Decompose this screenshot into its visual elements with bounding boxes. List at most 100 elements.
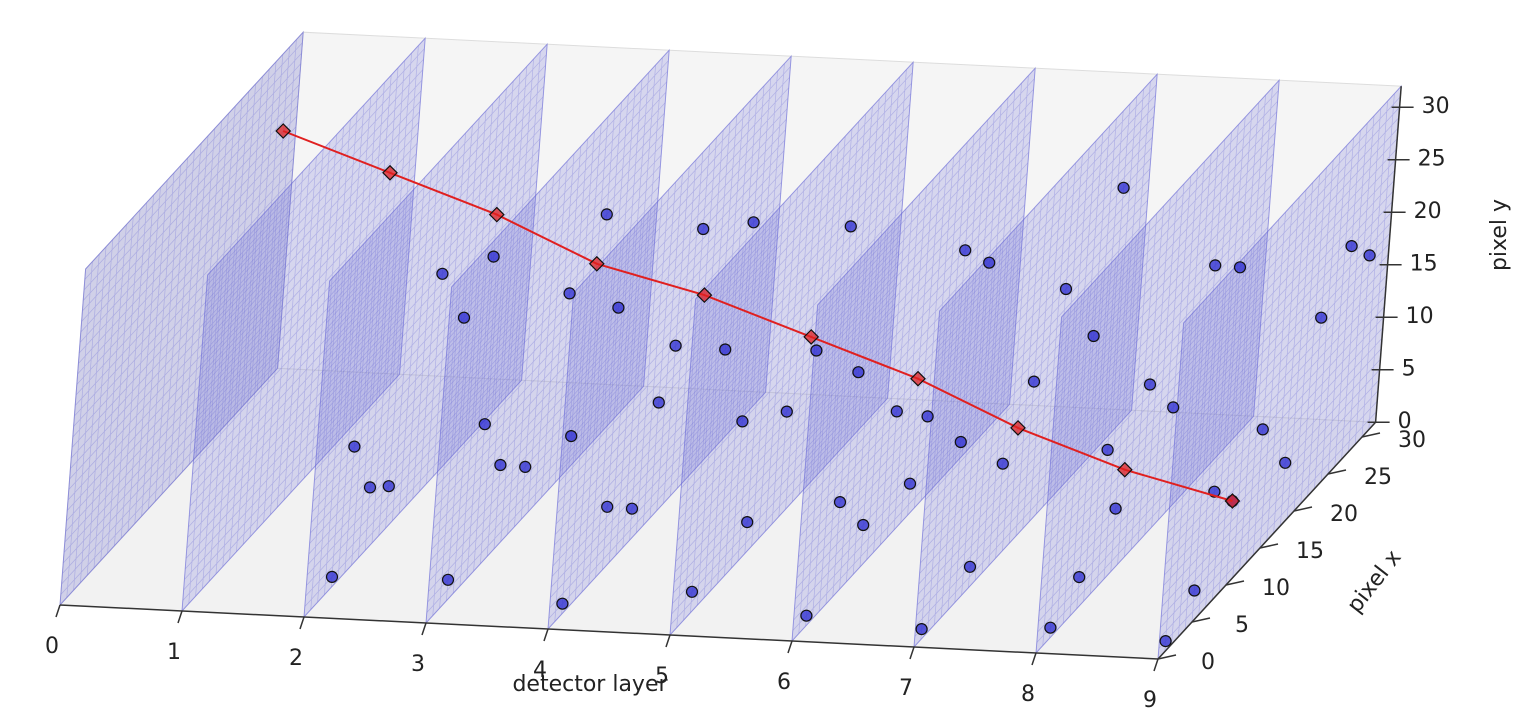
hit: [1109, 502, 1122, 515]
track-hit: [1224, 493, 1241, 509]
x-tick-label: 5: [655, 664, 669, 689]
hit: [1209, 259, 1222, 272]
hit: [747, 216, 760, 229]
z-tick-label: 5: [1402, 357, 1416, 382]
y-axis-label: pixel x: [1343, 546, 1407, 618]
x-tick-label: 2: [289, 646, 303, 671]
plane-grid: [303, 43, 548, 618]
detector-plane: [547, 54, 792, 631]
x-tick: [543, 628, 549, 642]
hit: [1027, 375, 1041, 388]
hit: [983, 256, 996, 269]
x-tick-label: 4: [533, 658, 547, 683]
hit: [1059, 282, 1073, 296]
hit: [741, 515, 754, 529]
z-tick-label: 10: [1406, 304, 1434, 329]
y-tick-label: 25: [1364, 465, 1392, 490]
y-tick: [1191, 617, 1211, 623]
y-tick: [1293, 506, 1313, 512]
hit: [363, 481, 377, 494]
z-axis-label: pixel y: [1487, 199, 1512, 271]
hit: [1363, 249, 1376, 262]
hit: [436, 267, 449, 280]
detector-plane: [181, 36, 426, 613]
detector-plane: [425, 48, 670, 625]
hit: [1101, 443, 1114, 456]
hit: [1143, 378, 1157, 391]
y-axis-line: [1157, 421, 1377, 660]
z-tick-label: 25: [1418, 147, 1446, 172]
hit: [915, 622, 928, 636]
hit: [833, 496, 847, 509]
hit: [954, 435, 967, 449]
y-tick: [1259, 543, 1279, 549]
hit: [996, 457, 1009, 470]
plane-grid: [181, 37, 426, 612]
detector-plane: [791, 66, 1036, 643]
hit: [519, 460, 532, 473]
plane-grid: [1035, 79, 1280, 654]
hit: [348, 440, 361, 453]
plane-grid: [913, 73, 1158, 648]
y-tick: [1361, 432, 1381, 438]
x-tick-label: 1: [167, 640, 181, 665]
hit: [1233, 261, 1247, 274]
z-tick-label: 0: [1398, 409, 1412, 434]
detector-plane: [59, 30, 304, 607]
hit: [697, 222, 710, 236]
x-tick: [177, 610, 183, 624]
hit: [652, 396, 665, 409]
track-hit: [1116, 461, 1133, 478]
hit: [1279, 456, 1292, 469]
hit: [612, 301, 625, 314]
hit: [1087, 329, 1100, 343]
x-tick: [1031, 652, 1037, 666]
x-tick: [909, 646, 915, 660]
track-hit: [382, 164, 398, 181]
x-tick-label: 6: [777, 670, 791, 695]
y-tick-label: 30: [1398, 428, 1426, 453]
plane-grid: [669, 61, 914, 636]
y-tick: [1157, 654, 1177, 660]
x-tick-label: 7: [899, 676, 913, 701]
hit: [1073, 570, 1086, 584]
track-hit: [488, 206, 505, 223]
plane-grid: [1157, 85, 1402, 660]
hit: [478, 418, 491, 431]
plane-grid: [59, 31, 304, 606]
x-tick: [299, 616, 305, 630]
track-line: [282, 130, 1233, 502]
hit: [685, 585, 699, 598]
hit: [563, 287, 576, 300]
hit: [556, 597, 569, 610]
hit: [457, 311, 471, 324]
track-hit: [275, 123, 292, 139]
x-tick: [55, 604, 61, 618]
detector-plane: [669, 60, 914, 637]
hit: [810, 344, 823, 357]
z-tick-label: 15: [1410, 252, 1438, 277]
x-tick-label: 0: [45, 634, 59, 659]
z-axis-line: [1374, 86, 1402, 423]
hit: [1167, 401, 1180, 414]
hit: [1044, 621, 1057, 634]
hit: [382, 480, 395, 493]
hit: [669, 339, 682, 352]
hit: [890, 405, 903, 418]
track-hit: [1010, 419, 1026, 436]
y-tick: [1327, 469, 1347, 475]
detector-plane: [1035, 78, 1280, 655]
hit: [601, 500, 614, 513]
y-tick-label: 15: [1296, 539, 1324, 564]
hit: [1315, 311, 1328, 324]
detector-plane: [303, 42, 548, 619]
hit: [600, 208, 613, 221]
hit: [487, 250, 500, 263]
track-hit: [803, 328, 820, 345]
hit: [1159, 634, 1172, 648]
y-tick: [1225, 580, 1245, 586]
hit: [780, 405, 793, 418]
z-tick-label: 30: [1422, 94, 1450, 119]
hit: [800, 609, 813, 622]
